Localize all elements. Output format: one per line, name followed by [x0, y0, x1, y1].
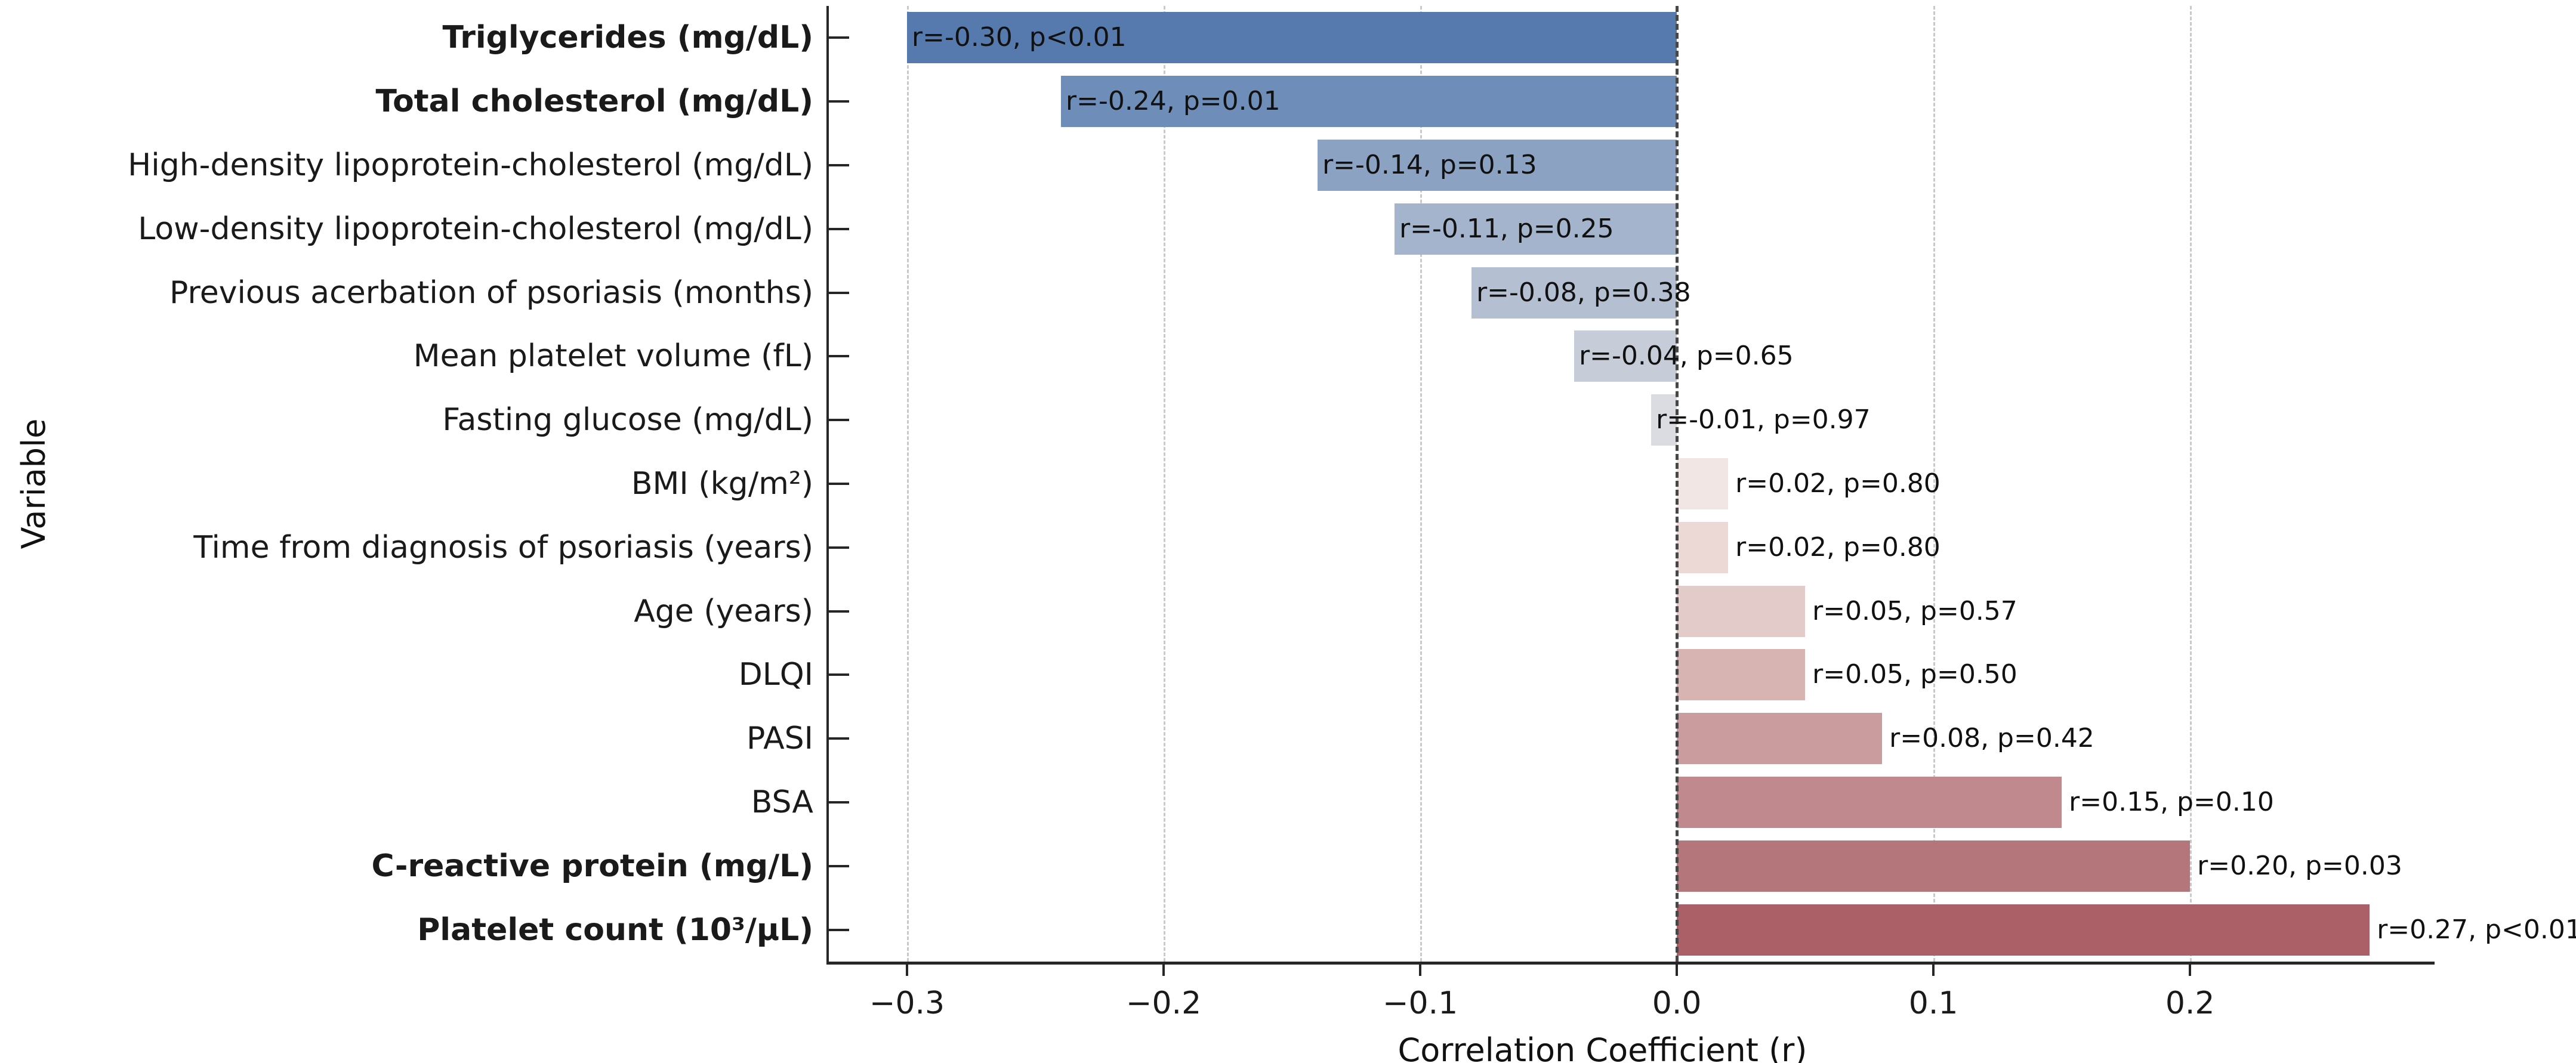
bar	[1677, 904, 2370, 956]
y-tick-label: Mean platelet volume (fL)	[413, 338, 813, 375]
y-tick-label: Previous acerbation of psoriasis (months…	[169, 274, 813, 311]
bar-value-annotation: r=-0.30, p<0.01	[912, 22, 1127, 53]
y-tick-mark	[826, 801, 849, 804]
y-tick-mark	[826, 610, 849, 613]
x-tick-label: 0.0	[1652, 985, 1702, 1021]
y-tick-label: Total cholesterol (mg/dL)	[375, 84, 813, 120]
bar-value-annotation: r=-0.11, p=0.25	[1399, 213, 1614, 244]
x-tick-label: −0.2	[1125, 985, 1202, 1021]
bar	[1471, 267, 1677, 319]
y-tick-label: DLQI	[738, 657, 813, 693]
bar-value-annotation: r=0.27, p<0.01	[2377, 914, 2576, 945]
y-tick-mark	[826, 164, 849, 166]
x-tick-mark	[1676, 962, 1679, 976]
x-tick-label: −0.3	[869, 985, 945, 1021]
x-axis-spine	[826, 962, 2435, 965]
bar	[1651, 394, 1677, 446]
zero-reference-line	[1676, 6, 1679, 962]
bar	[1677, 840, 2191, 892]
y-tick-mark	[826, 483, 849, 485]
y-tick-label: Low-density lipoprotein-cholesterol (mg/…	[138, 211, 813, 247]
x-tick-mark	[906, 962, 909, 976]
gridline	[1933, 6, 1936, 962]
y-tick-mark	[826, 546, 849, 549]
bar	[1677, 521, 1729, 573]
bar	[1677, 777, 2062, 828]
bar	[1677, 458, 1729, 509]
y-tick-label: High-density lipoprotein-cholesterol (mg…	[128, 147, 813, 183]
y-tick-mark	[826, 673, 849, 676]
bar	[907, 12, 1677, 64]
y-tick-label: PASI	[746, 721, 813, 757]
y-tick-label: Age (years)	[634, 593, 813, 629]
bar	[1574, 330, 1677, 382]
gridline	[1164, 6, 1166, 962]
gridline	[1420, 6, 1423, 962]
x-axis-title: Correlation Coefficient (r)	[1397, 1031, 1807, 1063]
bar	[1061, 76, 1677, 128]
y-tick-label: Triglycerides (mg/dL)	[442, 20, 813, 56]
x-tick-mark	[2189, 962, 2192, 976]
bar-value-annotation: r=0.02, p=0.80	[1735, 468, 1941, 499]
bar-value-annotation: r=0.20, p=0.03	[2197, 850, 2402, 881]
y-tick-label: C-reactive protein (mg/L)	[371, 848, 813, 884]
x-tick-mark	[1162, 962, 1165, 976]
y-tick-mark	[826, 864, 849, 867]
bar	[1677, 649, 1806, 701]
bar-value-annotation: r=0.15, p=0.10	[2069, 787, 2274, 817]
x-tick-mark	[1932, 962, 1935, 976]
bar	[1677, 585, 1806, 637]
y-tick-mark	[826, 928, 849, 931]
y-axis-title: Variable	[15, 418, 53, 549]
bar-value-annotation: r=-0.01, p=0.97	[1656, 404, 1871, 435]
y-tick-mark	[826, 36, 849, 39]
bar-value-annotation: r=-0.04, p=0.65	[1579, 341, 1794, 372]
y-tick-label: Fasting glucose (mg/dL)	[442, 402, 813, 438]
y-axis-spine	[826, 6, 829, 962]
bar-value-annotation: r=0.05, p=0.50	[1812, 659, 2017, 690]
y-tick-mark	[826, 419, 849, 422]
bar-value-annotation: r=-0.14, p=0.13	[1322, 150, 1537, 180]
bar-value-annotation: r=0.08, p=0.42	[1889, 723, 2094, 754]
bar	[1395, 203, 1677, 255]
x-tick-mark	[1419, 962, 1422, 976]
bar	[1677, 713, 1883, 765]
y-tick-mark	[826, 291, 849, 294]
gridline	[907, 6, 909, 962]
y-tick-label: BMI (kg/m²)	[631, 466, 813, 502]
bar-value-annotation: r=-0.08, p=0.38	[1476, 277, 1691, 308]
y-tick-mark	[826, 100, 849, 103]
y-tick-mark	[826, 737, 849, 740]
x-tick-label: −0.1	[1382, 985, 1458, 1021]
x-tick-label: 0.2	[2165, 985, 2215, 1021]
y-tick-mark	[826, 227, 849, 230]
gridline	[2190, 6, 2192, 962]
bar-value-annotation: r=0.05, p=0.57	[1812, 595, 2017, 626]
bar-value-annotation: r=-0.24, p=0.01	[1066, 86, 1281, 117]
bar	[1318, 140, 1677, 191]
y-tick-label: BSA	[751, 784, 813, 820]
bar-value-annotation: r=0.02, p=0.80	[1735, 532, 1941, 563]
y-tick-mark	[826, 355, 849, 358]
x-tick-label: 0.1	[1908, 985, 1958, 1021]
y-tick-label: Time from diagnosis of psoriasis (years)	[193, 529, 813, 566]
y-tick-label: Platelet count (10³/μL)	[417, 911, 813, 948]
